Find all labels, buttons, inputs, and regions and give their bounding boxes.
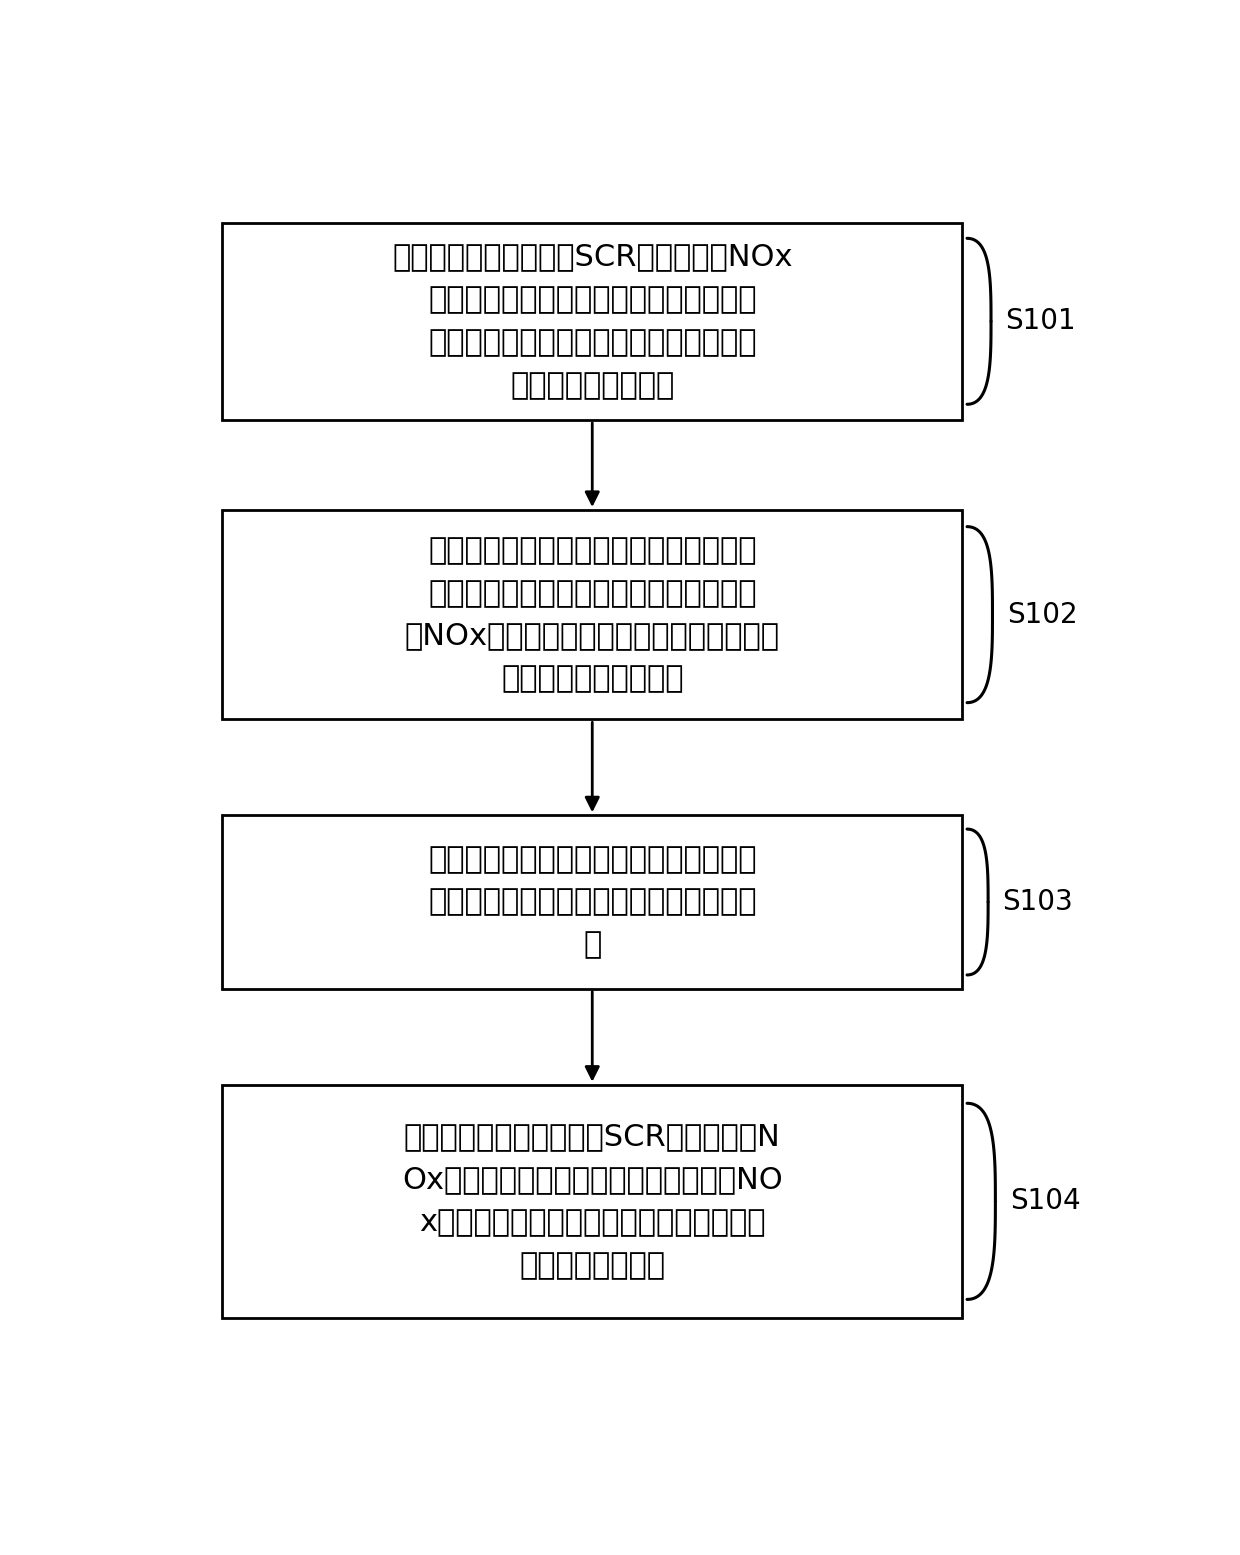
Bar	[222, 222, 962, 420]
Text: S102: S102	[1007, 600, 1078, 628]
Text: 基于互信息方法计算所述重构目标变量与
所述辅助变量在不同迟延时间下的互信息
值: 基于互信息方法计算所述重构目标变量与 所述辅助变量在不同迟延时间下的互信息 值	[428, 844, 756, 959]
Text: S101: S101	[1006, 308, 1076, 336]
Text: 确定与选择性催化还原SCR反应器入口NOx
相关的变量，并采集与所述变量相关的历
史运行数据，其中，所述变量具体包括：
目标变量与辅助变量: 确定与选择性催化还原SCR反应器入口NOx 相关的变量，并采集与所述变量相关的历…	[392, 243, 792, 400]
Text: S103: S103	[1002, 888, 1074, 916]
Text: 采用物理实验测量方法确定烟气测量系统
测量的迟延时间，并根据该迟延时间对入
口NOx序列进行校正，重构目标变量样本空
间，获取重构目标变量: 采用物理实验测量方法确定烟气测量系统 测量的迟延时间，并根据该迟延时间对入 口N…	[404, 536, 780, 694]
Bar	[222, 510, 962, 720]
Bar	[222, 1085, 962, 1319]
Bar	[222, 815, 962, 989]
Text: 根据所述互信息值，确定SCR反应器入口N
Ox迟延时间，并根据该迟延时间对入口NO
x序列进行校正，重构辅助变量样本空间，
获取重构辅助变量: 根据所述互信息值，确定SCR反应器入口N Ox迟延时间，并根据该迟延时间对入口N…	[402, 1123, 782, 1280]
Text: S104: S104	[1009, 1188, 1080, 1216]
